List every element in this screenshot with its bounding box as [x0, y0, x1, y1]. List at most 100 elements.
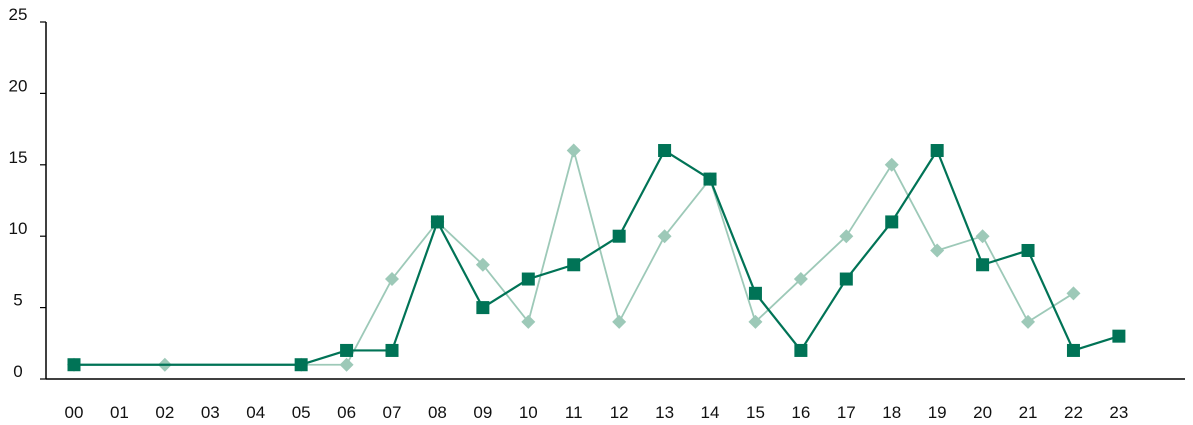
data-point-square [430, 215, 444, 229]
y-axis-ticks: 0 5 10 15 20 25 [9, 5, 46, 381]
series-line-segment [799, 278, 848, 352]
x-tick-label: 08 [428, 403, 447, 422]
x-tick-label: 06 [337, 403, 356, 422]
data-point-diamond [930, 243, 945, 258]
x-tick-label: 23 [1109, 403, 1128, 422]
data-point-diamond [339, 357, 354, 372]
x-tick-label: 17 [837, 403, 856, 422]
data-point-diamond [975, 229, 990, 244]
data-point-square [930, 144, 944, 158]
data-point-diamond [884, 157, 899, 172]
x-tick-label: 11 [565, 403, 583, 422]
x-tick-label: 15 [746, 403, 765, 422]
x-tick-label: 03 [201, 403, 220, 422]
data-point-diamond [657, 229, 672, 244]
series-layer [67, 143, 1126, 372]
data-point-square [521, 272, 535, 286]
series-line-segment [708, 178, 757, 294]
series-line-segment [618, 150, 666, 237]
y-tick-label: 20 [9, 76, 28, 95]
data-point-square [748, 286, 762, 300]
data-point-square [658, 144, 672, 158]
x-tick-label: 20 [973, 403, 992, 422]
series-line-segment [300, 349, 347, 366]
data-point-square [703, 172, 717, 186]
x-tick-label: 12 [610, 403, 629, 422]
series-line-segment [800, 235, 847, 280]
series-line-segment [618, 235, 666, 323]
series-line-segment [982, 249, 1029, 266]
x-tick-label: 04 [246, 403, 265, 422]
data-point-diamond [839, 229, 854, 244]
series-line-segment [845, 164, 893, 237]
series-line-segment [664, 149, 711, 181]
series-line-segment [573, 235, 620, 266]
series-line-segment [391, 221, 439, 280]
x-tick-label: 13 [655, 403, 674, 422]
series-line-segment [663, 178, 711, 237]
series-line-segment [845, 221, 893, 280]
x-tick-label: 05 [292, 403, 311, 422]
x-tick-label: 07 [383, 403, 402, 422]
data-point-diamond [566, 143, 581, 158]
x-tick-label: 18 [882, 403, 901, 422]
x-tick-label: 21 [1019, 403, 1038, 422]
series-line-segment [1027, 292, 1074, 323]
series-line-segment [890, 149, 939, 223]
x-tick-label: 14 [701, 403, 720, 422]
data-point-square [294, 358, 308, 372]
data-point-diamond [1021, 314, 1036, 329]
y-tick-label: 10 [9, 219, 28, 238]
data-point-square [1021, 243, 1035, 257]
series-line-segment [890, 164, 938, 251]
x-tick-label: 02 [155, 403, 174, 422]
y-tick-label: 15 [9, 148, 28, 167]
series-line-segment [572, 150, 621, 323]
x-tick-label: 16 [791, 403, 810, 422]
x-tick-label: 22 [1064, 403, 1083, 422]
y-tick-label: 0 [13, 362, 22, 381]
data-point-diamond [1066, 286, 1081, 301]
series-line-segment [527, 263, 575, 281]
series-line-segment [390, 221, 439, 351]
x-tick-label: 00 [65, 403, 84, 422]
series-line-segment [754, 292, 802, 352]
x-tick-label: 10 [519, 403, 538, 422]
data-point-square [839, 272, 853, 286]
data-point-square [476, 301, 490, 315]
x-tick-label: 01 [110, 403, 129, 422]
data-point-diamond [793, 272, 808, 287]
data-point-diamond [612, 314, 627, 329]
x-tick-label: 19 [928, 403, 947, 422]
series-line-segment [936, 235, 983, 252]
data-point-square [567, 258, 581, 272]
y-tick-label: 5 [13, 291, 22, 310]
data-point-square [1066, 343, 1080, 357]
series-line-segment [981, 235, 1029, 323]
data-point-square [885, 215, 899, 229]
series-line-segment [1073, 335, 1120, 352]
data-point-square [794, 343, 808, 357]
series-line-segment [436, 221, 484, 309]
series-1 [67, 143, 1081, 372]
x-tick-label: 09 [473, 403, 492, 422]
data-point-diamond [521, 314, 536, 329]
y-tick-label: 25 [9, 5, 28, 24]
series-line-segment [1027, 250, 1075, 351]
data-point-square [340, 343, 354, 357]
chart-axes [45, 22, 1185, 380]
data-point-square [612, 229, 626, 243]
data-point-square [67, 358, 81, 372]
data-point-diamond [385, 272, 400, 287]
series-line-segment [345, 278, 393, 366]
series-2 [67, 144, 1126, 372]
data-point-diamond [475, 257, 490, 272]
data-point-square [976, 258, 990, 272]
x-axis-ticks: 00 01 02 03 04 05 06 07 08 09 10 11 12 13 14 15 16 17 18 19… [65, 403, 1129, 422]
series-line-segment [754, 278, 802, 323]
series-line-segment [482, 278, 529, 309]
data-point-diamond [748, 314, 763, 329]
series-line-segment [436, 221, 484, 266]
series-line-segment [936, 150, 984, 266]
